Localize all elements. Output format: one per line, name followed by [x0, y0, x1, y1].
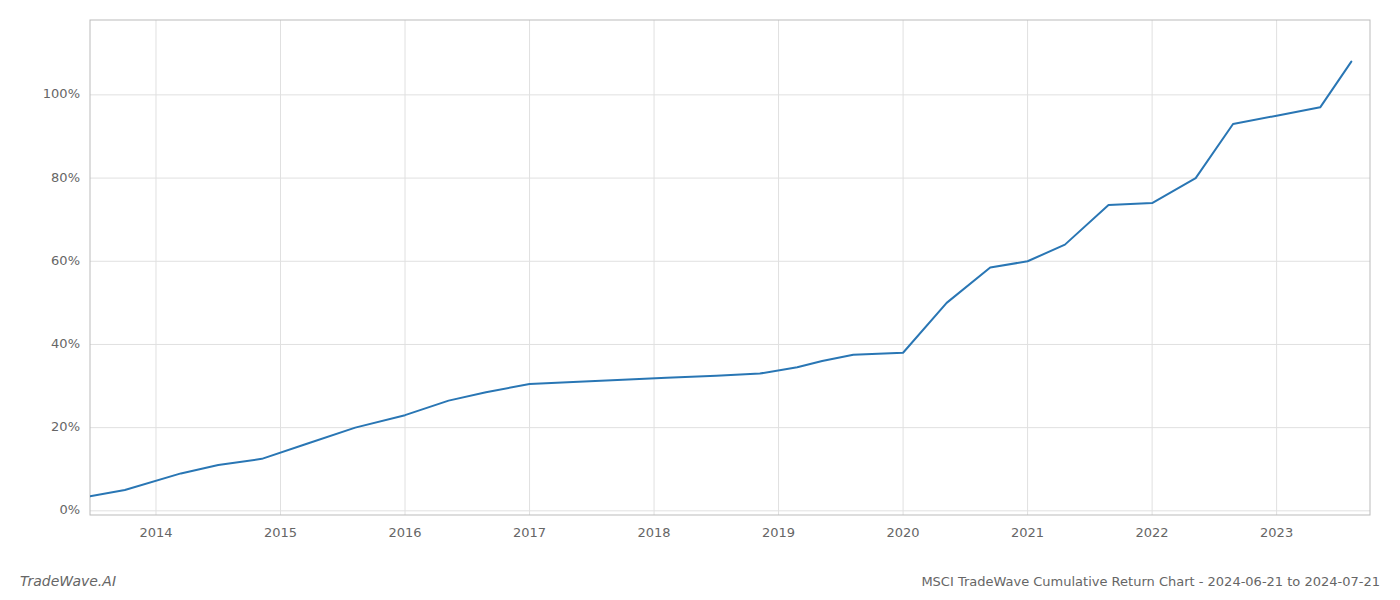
x-grid-line [529, 20, 530, 515]
x-tick-label: 2015 [264, 525, 297, 540]
x-grid-line [1152, 20, 1153, 515]
watermark: TradeWave.AI [20, 573, 116, 589]
data-group [90, 62, 1351, 497]
y-grid-line [90, 344, 1370, 345]
x-tick-label: 2020 [887, 525, 920, 540]
x-tick-label: 2017 [513, 525, 546, 540]
y-grid-line [90, 178, 1370, 179]
y-tick-label: 80% [51, 170, 80, 185]
x-grid-line [903, 20, 904, 515]
x-tick-label: 2018 [637, 525, 670, 540]
grid [90, 20, 1370, 515]
x-tick-label: 2022 [1136, 525, 1169, 540]
y-tick-label: 20% [51, 419, 80, 434]
x-grid-line [1027, 20, 1028, 515]
y-grid-line [90, 427, 1370, 428]
x-tick-label: 2023 [1260, 525, 1293, 540]
return-line [90, 62, 1351, 497]
x-grid-line [1276, 20, 1277, 515]
x-tick-label: 2016 [388, 525, 421, 540]
x-tick-label: 2014 [139, 525, 172, 540]
y-grid-line [90, 94, 1370, 95]
y-tick-label: 100% [43, 86, 80, 101]
y-tick-label: 60% [51, 253, 80, 268]
axes: 0% 20% 40% 60% 80% 100% 2014 2015 2016 2017 2018 20… [43, 20, 1370, 540]
x-grid-line [654, 20, 655, 515]
title: MSCI TradeWave Cumulative Return Chart -… [921, 574, 1380, 589]
plot-frame [90, 20, 1370, 515]
x-tick-label: 2021 [1011, 525, 1044, 540]
y-tick-label: 40% [51, 336, 80, 351]
y-tick-label: 0% [59, 502, 80, 517]
x-grid-line [405, 20, 406, 515]
page: {"chart_data": { "type": "line", "title"… [0, 0, 1400, 600]
y-grid-line [90, 510, 1370, 511]
x-tick-label: 2019 [762, 525, 795, 540]
x-grid-line [155, 20, 156, 515]
x-grid-line [778, 20, 779, 515]
x-grid-line [280, 20, 281, 515]
chart: 0% 20% 40% 60% 80% 100% 2014 2015 2016 2017 2018 20… [0, 0, 1400, 600]
y-grid-line [90, 261, 1370, 262]
